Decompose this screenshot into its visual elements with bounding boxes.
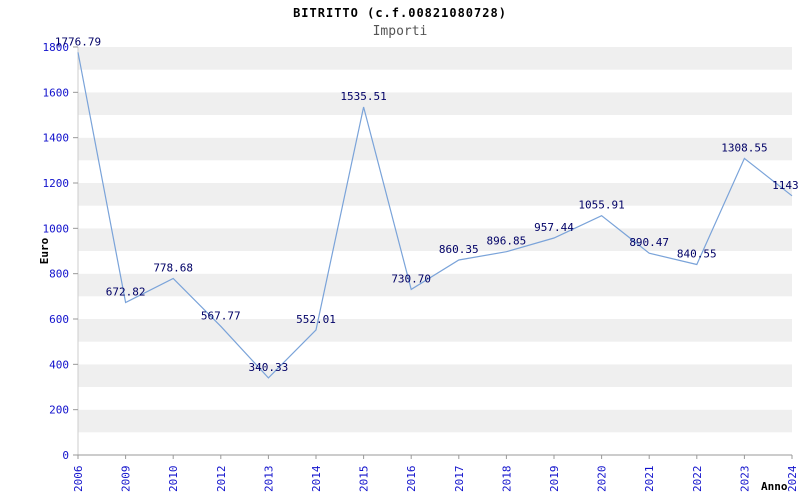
x-tick-label: 2010 [167,466,180,493]
y-tick-label: 1600 [43,86,70,99]
y-tick-label: 200 [49,404,69,417]
background-band [78,273,792,297]
value-label: 840.55 [677,247,717,260]
value-label: 1776.79 [55,35,101,48]
value-label: 778.68 [153,261,193,274]
background-band [78,319,792,342]
value-label: 860.35 [439,243,479,256]
value-label: 672.82 [106,285,146,298]
y-tick-label: 1800 [43,41,70,54]
x-tick-label: 2016 [405,466,418,493]
x-tick-label: 2013 [262,466,275,493]
y-tick-label: 0 [62,449,69,462]
x-tick-label: 2020 [596,466,609,493]
x-tick-label: 2024 [786,465,799,492]
y-tick-label: 1200 [43,177,70,190]
value-label: 1143.4 [772,179,800,192]
background-band [78,205,792,229]
y-tick-label: 1000 [43,222,70,235]
value-label: 896.85 [487,235,527,248]
y-tick-label: 400 [49,358,69,371]
x-tick-label: 2021 [643,466,656,493]
background-band [78,228,792,252]
value-label: 730.70 [391,272,431,285]
background-band [78,92,792,116]
value-label: 567.77 [201,309,241,322]
background-band [78,137,792,161]
x-tick-label: 2023 [738,466,751,493]
background-band [78,296,792,320]
background-band [78,387,792,410]
data-line [77,52,793,379]
value-label: 957.44 [534,221,574,234]
value-label: 1308.55 [721,141,767,154]
x-tick-label: 2015 [358,466,371,493]
background-band [78,183,792,206]
x-tick-label: 2017 [453,466,466,493]
chart-subtitle: Importi [372,24,428,39]
x-axis-title: Anno [761,480,788,493]
x-tick-label: 2018 [500,465,513,492]
chart-title: BITRITTO (c.f.00821080728) [293,6,507,20]
y-tick-label: 600 [49,313,69,326]
x-tick-label: 2012 [215,466,228,493]
y-tick-label: 800 [49,268,69,281]
background-band [78,251,792,274]
value-label: 1535.51 [340,90,386,103]
x-tick-label: 2006 [72,466,85,493]
background-band [78,364,792,388]
value-label: 890.47 [629,236,669,249]
background-band [78,341,792,365]
y-tick-label: 1400 [43,132,70,145]
background-band [78,115,792,138]
background-band [78,160,792,184]
x-tick-label: 2019 [548,466,561,493]
value-label: 552.01 [296,313,336,326]
background-band [78,69,792,93]
x-tick-label: 2014 [310,465,323,492]
value-label: 1055.91 [578,199,624,212]
background-band [78,432,792,456]
background-band [78,47,792,70]
background-band [78,409,792,433]
x-tick-label: 2022 [691,466,704,493]
x-tick-label: 2009 [120,466,133,493]
value-label: 340.33 [249,361,289,374]
y-axis-title: Euro [38,237,51,264]
